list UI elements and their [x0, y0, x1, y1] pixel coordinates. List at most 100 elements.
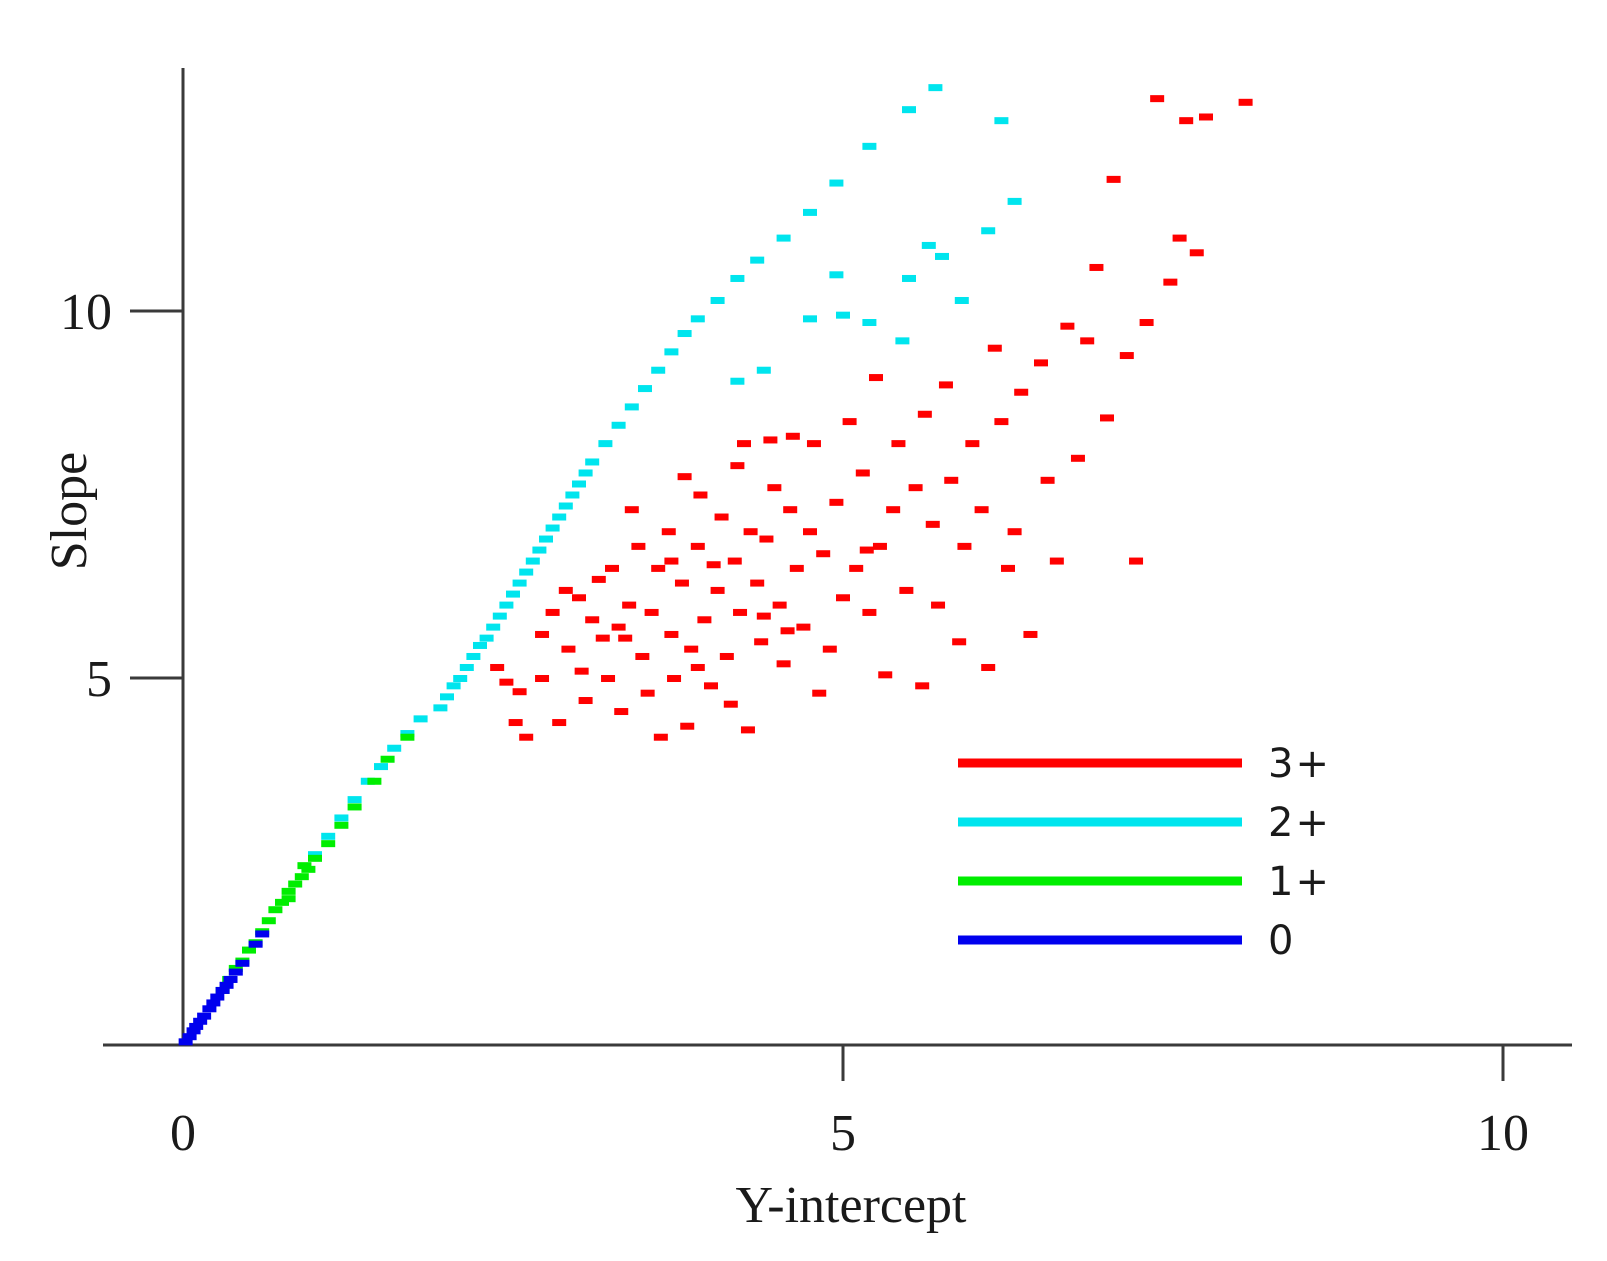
data-point: [862, 319, 877, 327]
data-point: [186, 1027, 201, 1035]
data-point: [598, 440, 613, 448]
data-point: [638, 385, 652, 393]
data-point: [308, 851, 322, 859]
data-point: [367, 777, 382, 785]
data-point: [193, 1017, 208, 1025]
data-point: [1199, 113, 1213, 121]
data-point: [585, 458, 600, 466]
data-point: [693, 491, 708, 499]
data-point: [759, 535, 774, 543]
data-point: [690, 542, 705, 550]
data-point: [1014, 388, 1029, 396]
data-point: [1100, 414, 1114, 422]
data-point: [1189, 249, 1204, 257]
data-point: [473, 641, 487, 649]
data-point: [512, 579, 527, 587]
data-point: [981, 663, 996, 671]
data-point: [944, 476, 959, 484]
data-point: [601, 675, 616, 682]
data-point: [235, 959, 250, 967]
series-1+: [215, 733, 415, 994]
data-point: [1163, 278, 1178, 286]
data-point: [1172, 234, 1187, 242]
data-point: [730, 377, 745, 385]
data-point: [714, 513, 729, 521]
data-point: [921, 241, 936, 249]
data-point: [618, 634, 633, 642]
data-point: [872, 542, 887, 550]
data-point: [539, 535, 553, 543]
data-point: [228, 968, 243, 976]
data-point: [347, 796, 362, 804]
data-point: [740, 726, 755, 734]
data-point: [1023, 630, 1038, 638]
data-point: [767, 484, 782, 492]
data-point: [578, 697, 593, 705]
series-0: [178, 930, 270, 1046]
data-point: [756, 612, 771, 620]
data-point: [822, 645, 837, 653]
data-point: [886, 506, 901, 514]
data-point: [803, 208, 817, 216]
data-point: [499, 601, 514, 609]
data-point: [440, 693, 454, 701]
data-point: [829, 271, 844, 279]
data-point: [321, 832, 336, 840]
data-point: [776, 660, 791, 668]
data-point: [836, 311, 850, 319]
data-point: [803, 528, 817, 536]
data-point: [1089, 263, 1104, 271]
data-point: [899, 586, 914, 594]
data-point: [803, 315, 817, 323]
legend-label: 0: [1268, 918, 1295, 964]
data-point: [812, 689, 827, 697]
data-point: [631, 542, 646, 550]
data-point: [611, 421, 626, 429]
data-point: [664, 630, 679, 638]
data-point: [664, 348, 679, 356]
data-point: [228, 964, 243, 972]
data-point: [697, 616, 712, 624]
data-point: [275, 898, 289, 906]
data-point: [928, 84, 943, 92]
y-tick-label: 5: [86, 651, 112, 708]
data-point: [756, 366, 771, 374]
data-point: [242, 946, 256, 954]
data-point: [261, 917, 276, 925]
data-point: [1070, 454, 1085, 462]
data-point: [674, 579, 689, 587]
data-point: [1139, 319, 1154, 327]
data-point: [508, 719, 523, 727]
data-point: [558, 502, 573, 510]
legend-label: 2+: [1268, 800, 1331, 846]
data-point: [1150, 95, 1165, 103]
data-point: [578, 469, 593, 477]
data-point: [653, 733, 668, 741]
data-point: [690, 315, 705, 323]
data-point: [994, 117, 1009, 125]
legend-label: 1+: [1268, 859, 1331, 905]
data-point: [301, 865, 316, 873]
data-point: [611, 623, 626, 631]
data-point: [684, 645, 699, 653]
data-point: [829, 498, 844, 506]
data-point: [178, 1038, 193, 1046]
data-point: [387, 744, 402, 752]
data-point: [1119, 352, 1134, 360]
data-point: [206, 999, 221, 1007]
data-point: [723, 700, 738, 708]
axes: [103, 68, 1572, 1047]
data-point: [1034, 359, 1048, 367]
data-point: [862, 608, 877, 616]
data-point: [535, 630, 550, 638]
data-point: [931, 601, 946, 609]
data-point: [816, 550, 831, 558]
data-point: [525, 557, 540, 565]
data-point: [624, 506, 639, 514]
data-point: [750, 579, 765, 587]
data-point: [796, 623, 811, 631]
data-point: [783, 506, 798, 514]
data-point: [706, 561, 721, 569]
x-tick-label: 0: [170, 1105, 196, 1162]
